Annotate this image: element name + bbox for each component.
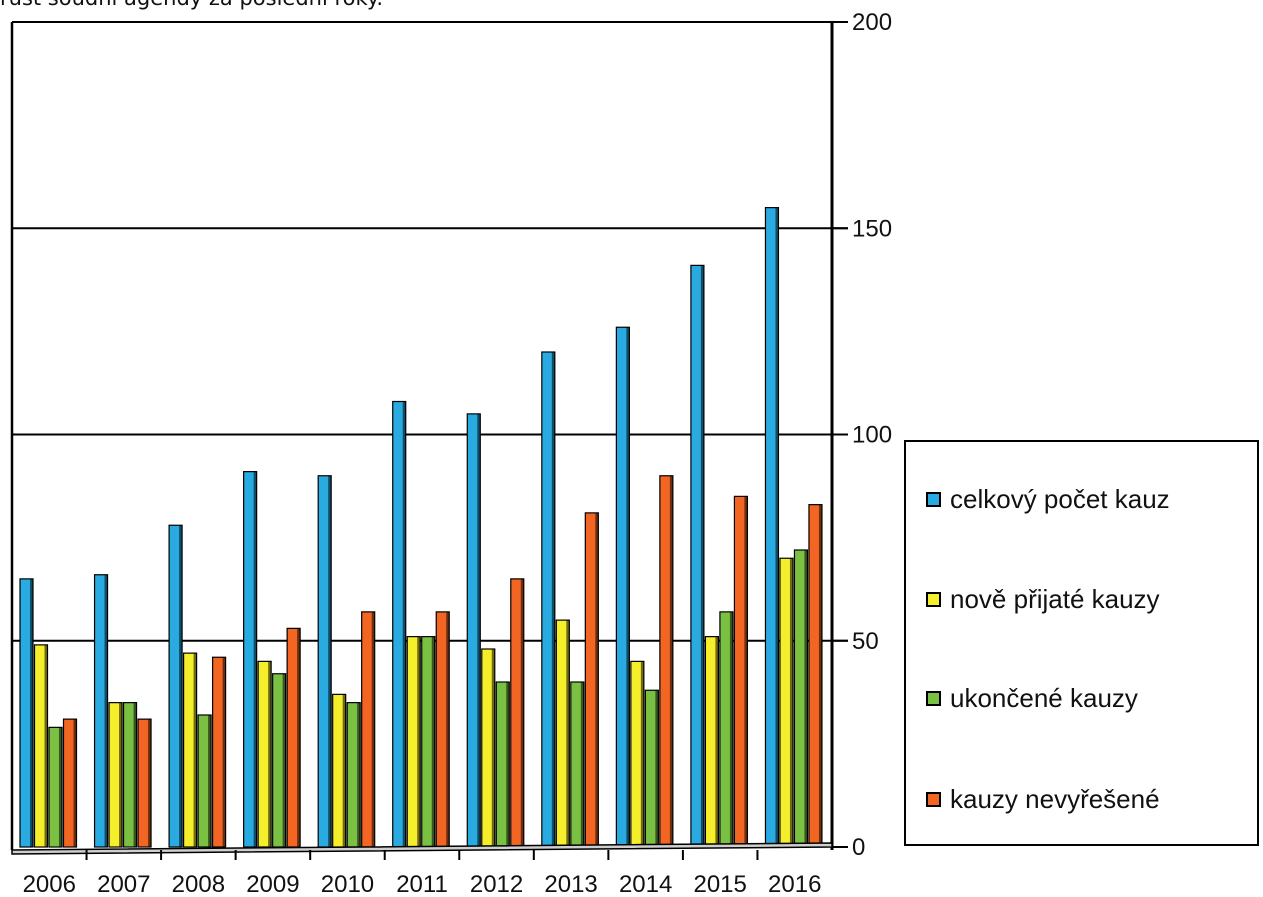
- bar-shade: [520, 578, 524, 847]
- legend-item: ukončené kauzy: [926, 683, 1138, 713]
- y-tick-label: 150: [852, 215, 892, 242]
- bar-shade: [715, 636, 719, 847]
- bar-shade: [222, 657, 226, 847]
- legend-label: nově přijaté kauzy: [950, 583, 1160, 614]
- bar-shade: [640, 661, 644, 847]
- legend-swatch: [926, 491, 941, 507]
- bar-shade: [700, 265, 704, 847]
- bar-shade: [104, 574, 108, 847]
- bar-shade: [744, 496, 748, 847]
- bar-shade: [775, 207, 779, 847]
- x-tick-label-2007: 2007: [97, 871, 150, 897]
- y-tick-label: 200: [852, 9, 892, 36]
- bar-shade: [595, 512, 599, 847]
- bar-shade: [789, 558, 793, 847]
- x-tick-label-2008: 2008: [172, 871, 225, 897]
- legend-label: kauzy nevyřešené: [950, 783, 1160, 814]
- legend-label: celkový počet kauz: [950, 483, 1170, 514]
- legend-swatch: [926, 791, 941, 807]
- bar-shade: [328, 475, 332, 847]
- bar-shade: [44, 644, 48, 847]
- bar-shade: [566, 620, 570, 847]
- bar-shade: [551, 352, 555, 847]
- x-tick-label-2009: 2009: [246, 871, 299, 897]
- legend-item: celkový počet kauz: [926, 484, 1170, 514]
- bar-shade: [30, 578, 33, 847]
- chart-caption: růst soudní agendy za poslední roky.: [0, 0, 383, 10]
- bar-shade: [477, 413, 481, 847]
- bar-shade: [818, 504, 822, 847]
- bar-shade: [431, 636, 435, 847]
- bar-shade: [268, 661, 272, 847]
- bar-shade: [193, 653, 197, 847]
- bar-shade: [446, 611, 450, 847]
- legend-swatch: [926, 591, 941, 607]
- chart-legend: celkový počet kauz nově přijaté kauzy ukon…: [904, 440, 1259, 846]
- x-tick-label-2006: 2006: [23, 871, 76, 897]
- bar-shade: [282, 673, 286, 847]
- legend-item: nově přijaté kauzy: [926, 584, 1160, 614]
- bar-shade: [729, 611, 733, 847]
- x-tick-label-2013: 2013: [544, 871, 597, 897]
- bar-shade: [417, 636, 421, 847]
- x-tick-label-2014: 2014: [619, 871, 672, 897]
- bar-shade: [491, 649, 495, 847]
- y-tick-label: 100: [852, 422, 892, 449]
- bar-shade: [297, 628, 301, 847]
- bar-shade: [148, 719, 152, 847]
- bar-shade: [669, 475, 673, 847]
- y-tick-label: 0: [852, 834, 865, 861]
- legend-swatch: [926, 690, 941, 706]
- bar-shade: [655, 690, 659, 847]
- x-tick-label-2010: 2010: [321, 871, 374, 897]
- bar-shade: [179, 525, 183, 847]
- bar-shade: [342, 694, 346, 847]
- legend-label: ukončené kauzy: [950, 682, 1138, 713]
- x-tick-label-2016: 2016: [768, 871, 821, 897]
- x-tick-label-2015: 2015: [693, 871, 746, 897]
- x-tick-label-2012: 2012: [470, 871, 523, 897]
- bar-shade: [371, 611, 375, 847]
- bar-shade: [506, 682, 510, 847]
- legend-item: kauzy nevyřešené: [926, 784, 1160, 814]
- bar-shade: [357, 702, 361, 847]
- bar-shade: [626, 327, 630, 847]
- bar-shade: [208, 715, 212, 847]
- bar-shade: [804, 550, 808, 847]
- bar-shade: [59, 727, 62, 847]
- bar-shade: [133, 702, 137, 847]
- bar-shade: [580, 682, 584, 847]
- bar-shade: [253, 471, 257, 847]
- bar-shade: [402, 401, 406, 847]
- bar-shade: [73, 719, 77, 847]
- bar-shade: [119, 702, 123, 847]
- x-tick-label-2011: 2011: [396, 871, 448, 897]
- y-tick-label: 50: [852, 628, 879, 655]
